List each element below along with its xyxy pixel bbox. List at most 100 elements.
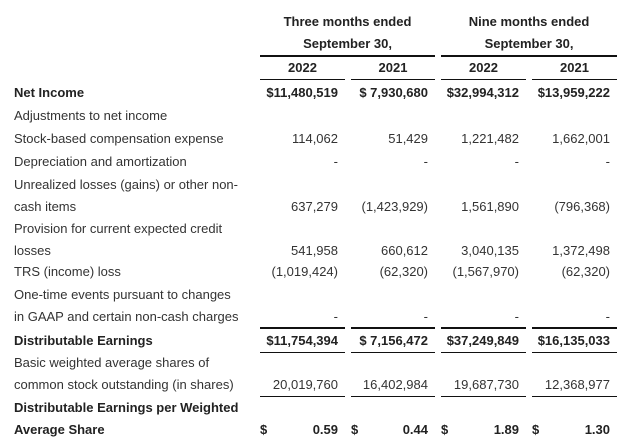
row-label: TRS (income) loss — [14, 264, 121, 279]
value-cell: $0.44 — [351, 422, 428, 438]
value-text: 0.59 — [312, 422, 338, 437]
value-cell: 660,612 — [351, 243, 428, 259]
value-text: (62,320) — [379, 264, 428, 279]
value-text: (1,423,929) — [361, 199, 429, 214]
row-label: Depreciation and amortization — [14, 154, 187, 169]
value-text: $ 7,156,472 — [359, 333, 428, 348]
row-label: Unrealized losses (gains) or other non- — [14, 177, 238, 192]
value-cell: 637,279 — [260, 199, 338, 215]
value-cell: 3,040,135 — [441, 243, 519, 259]
value-cell: $ 7,930,680 — [351, 85, 428, 101]
year-header: 2022 — [469, 60, 498, 75]
value-cell: $32,994,312 — [441, 85, 519, 101]
value-text: - — [423, 309, 428, 324]
value-cell: 51,429 — [351, 131, 428, 147]
value-text: (62,320) — [561, 264, 610, 279]
value-cell: 541,958 — [260, 243, 338, 259]
value-text: 1,221,482 — [461, 131, 519, 146]
total-underline — [351, 352, 435, 353]
value-text: 1,561,890 — [461, 199, 519, 214]
total-rule — [351, 327, 435, 329]
value-text: 541,958 — [291, 243, 338, 258]
value-text: - — [605, 309, 610, 324]
value-text: $11,754,394 — [266, 333, 338, 348]
year-rule — [351, 79, 435, 80]
value-cell: - — [351, 309, 428, 325]
value-text: 637,279 — [291, 199, 338, 214]
year-rule — [260, 79, 345, 80]
year-header: 2021 — [378, 60, 408, 75]
value-cell: (1,019,424) — [260, 264, 339, 280]
value-cell: (1,567,970) — [441, 264, 520, 280]
year-rule — [441, 79, 526, 80]
value-text: - — [333, 309, 338, 324]
total-underline — [260, 352, 345, 353]
header-nine-months-date: September 30, — [484, 36, 574, 51]
row-label: in GAAP and certain non-cash charges — [14, 309, 239, 324]
value-cell: (62,320) — [532, 264, 610, 280]
row-label: One-time events pursuant to changes — [14, 287, 231, 302]
currency-symbol: $ — [351, 422, 359, 437]
value-text: 16,402,984 — [362, 377, 428, 392]
value-text: 1.30 — [584, 422, 610, 437]
row-label: cash items — [14, 199, 77, 214]
row-label: Basic weighted average shares of — [14, 355, 210, 370]
value-cell: $ 7,156,472 — [351, 333, 428, 349]
value-cell: $1.30 — [532, 422, 610, 438]
value-cell: 20,019,760 — [260, 377, 338, 393]
currency-symbol: $ — [441, 422, 449, 437]
value-text: (1,567,970) — [452, 264, 520, 279]
value-cell: - — [532, 154, 610, 170]
currency-symbol: $ — [260, 422, 268, 437]
value-cell: $13,959,222 — [532, 85, 610, 101]
value-cell: $1.89 — [441, 422, 519, 438]
value-cell: - — [441, 309, 519, 325]
total-rule — [260, 327, 345, 329]
value-cell: 114,062 — [260, 131, 338, 147]
value-text: - — [423, 154, 428, 169]
value-text: - — [333, 154, 338, 169]
value-cell: $16,135,033 — [532, 333, 610, 349]
value-text: $16,135,033 — [537, 333, 610, 348]
currency-symbol: $ — [532, 422, 540, 437]
value-cell: (1,423,929) — [351, 199, 429, 215]
row-label: Distributable Earnings per Weighted — [14, 400, 239, 415]
value-text: 12,368,977 — [544, 377, 610, 392]
value-cell: 12,368,977 — [532, 377, 610, 393]
header-rule — [260, 55, 435, 57]
value-text: $11,480,519 — [266, 85, 338, 100]
total-rule — [441, 327, 526, 329]
value-text: - — [514, 309, 519, 324]
value-cell: 1,662,001 — [532, 131, 610, 147]
row-label: common stock outstanding (in shares) — [14, 377, 234, 392]
shares-underline — [260, 396, 345, 397]
value-text: 3,040,135 — [461, 243, 519, 258]
row-label: losses — [14, 243, 51, 258]
value-text: 1,372,498 — [552, 243, 610, 258]
value-cell: - — [260, 154, 338, 170]
row-label: Average Share — [14, 422, 105, 437]
value-cell: 19,687,730 — [441, 377, 519, 393]
value-cell: 1,221,482 — [441, 131, 519, 147]
value-cell: $11,754,394 — [260, 333, 338, 349]
value-text: 20,019,760 — [272, 377, 338, 392]
value-cell: - — [532, 309, 610, 325]
value-text: $32,994,312 — [446, 85, 519, 100]
row-label: Distributable Earnings — [14, 333, 153, 348]
value-cell: (796,368) — [532, 199, 610, 215]
header-three-months: Three months ended — [283, 14, 412, 29]
header-three-months-date: September 30, — [303, 36, 392, 51]
value-cell: (62,320) — [351, 264, 428, 280]
value-text: 1,662,001 — [552, 131, 610, 146]
shares-underline — [441, 396, 526, 397]
row-label: Stock-based compensation expense — [14, 131, 224, 146]
year-rule — [532, 79, 617, 80]
value-text: 114,062 — [291, 131, 338, 146]
shares-underline — [351, 396, 435, 397]
value-text: 51,429 — [388, 131, 428, 146]
header-nine-months: Nine months ended — [468, 14, 590, 29]
value-cell: - — [351, 154, 428, 170]
value-cell: - — [260, 309, 338, 325]
value-text: (1,019,424) — [271, 264, 339, 279]
